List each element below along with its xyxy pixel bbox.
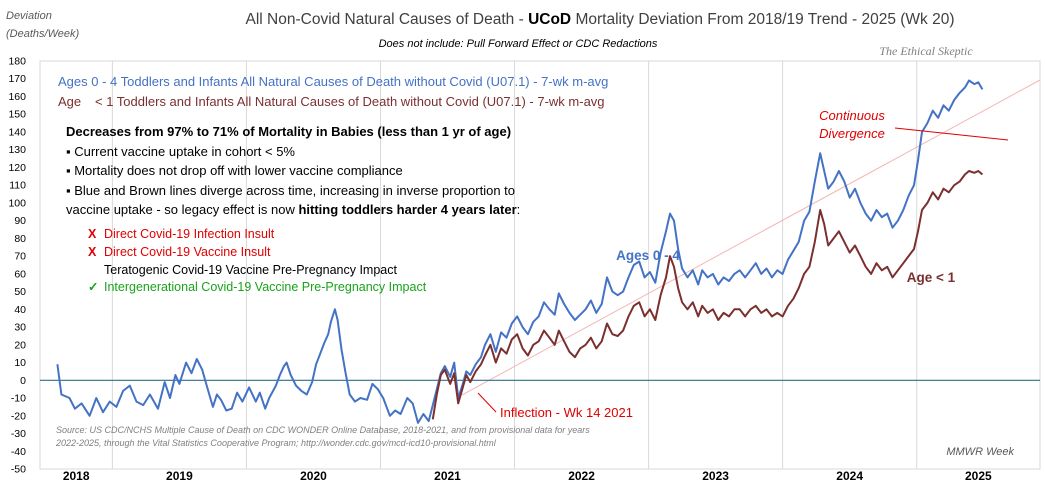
legend-brown-b: < 1 Toddlers and Infants All Natural Cau… — [95, 94, 605, 109]
title-bold: UCoD — [528, 11, 571, 28]
notes-box: Decreases from 97% to 71% of Mortality i… — [66, 122, 606, 220]
y-tick-label: -10 — [11, 393, 26, 405]
y-tick-label: -40 — [11, 446, 26, 458]
y-tick-label: 10 — [14, 357, 26, 369]
factor-item: Teratogenic Covid-19 Vaccine Pre-Pregnan… — [104, 262, 397, 277]
x-year-labels: 2018 2019 2020 2021 2022 2023 2024 2025 — [63, 469, 992, 483]
y-tick-label: 0 — [20, 375, 26, 387]
series — [56, 79, 984, 424]
factor-item: X Direct Covid-19 Vaccine Insult — [88, 244, 426, 262]
divergence-arrow — [894, 127, 1009, 141]
x-year-label: 2020 — [300, 469, 327, 483]
y-tick-label: 70 — [14, 251, 26, 263]
y-tick-label: 120 — [8, 162, 26, 174]
y-tick-label: 170 — [8, 73, 26, 85]
mmwr-week-label: MMWR Week — [946, 446, 1014, 458]
ages04-label: Ages 0 - 4 — [616, 248, 680, 263]
y-tick-labels: -50 -40 -30 -20 -10 0 10 20 30 40 50 60 70 80 90 100 110… — [8, 56, 26, 476]
legend-blue: Ages 0 - 4 Toddlers and Infants All Natu… — [58, 74, 608, 89]
x-mark-icon: X — [88, 244, 97, 259]
y-tick-label: 150 — [8, 109, 26, 121]
x-year-label: 2018 — [63, 469, 90, 483]
y-tick-label: -50 — [11, 464, 26, 476]
source-line-2: 2022-2025, through the Vital Statistics … — [55, 438, 497, 448]
title-post: Mortality Deviation From 2018/19 Trend -… — [571, 11, 954, 28]
y-tick-label: 80 — [14, 233, 26, 245]
x-year-label: 2021 — [434, 469, 461, 483]
inflection-arrow — [477, 392, 497, 413]
inflection-label: Inflection - Wk 14 2021 — [500, 405, 633, 420]
legend-brown-a: Age — [58, 94, 81, 109]
age1-label: Age < 1 — [907, 270, 956, 285]
x-year-label: 2019 — [166, 469, 193, 483]
notes-bullet-4: vaccine uptake - so legacy effect is now… — [66, 202, 521, 217]
notes-bullet-3: ▪ Blue and Brown lines diverge across ti… — [66, 182, 516, 198]
x-year-label: 2022 — [568, 469, 595, 483]
y-tick-label: 90 — [14, 215, 26, 227]
factor-item: X Direct Covid-19 Infection Insult — [88, 226, 426, 244]
source-line-1: Source: US CDC/NCHS Multiple Cause of De… — [56, 425, 590, 435]
series-age-under-1 — [431, 170, 984, 420]
chart-subtitle: Does not include: Pull Forward Effect or… — [379, 38, 658, 50]
divergence-label: Divergence — [819, 126, 885, 141]
plot-frame — [39, 60, 1041, 470]
continuous-label: Continuous — [819, 108, 885, 123]
check-mark-icon: ✓ — [88, 280, 99, 295]
factor-item: ✓ Intergenerational Covid-19 Vaccine Pre-… — [88, 279, 426, 297]
x-year-label: 2023 — [702, 469, 729, 483]
legend-brown: Age < 1 Toddlers and Infants All Natural … — [58, 94, 605, 109]
title-pre: All Non-Covid Natural Causes of Death - — [246, 11, 529, 28]
y-tick-label: 20 — [14, 339, 26, 351]
y-tick-label: 40 — [14, 304, 26, 316]
x-mark-icon: X — [88, 227, 97, 241]
watermark: The Ethical Skeptic — [879, 44, 973, 58]
y-tick-label: -20 — [11, 410, 26, 422]
y-tick-label: 130 — [8, 144, 26, 156]
notes-bullet-1: ▪ Current vaccine uptake in cohort < 5% — [66, 143, 295, 159]
x-year-label: 2025 — [965, 469, 992, 483]
y-axis-title-1: Deviation — [6, 10, 52, 22]
series-ages-0-4 — [56, 79, 984, 424]
y-tick-label: 100 — [8, 197, 26, 209]
notes-heading: Decreases from 97% to 71% of Mortality i… — [66, 124, 512, 139]
grid — [39, 60, 1041, 470]
y-tick-label: 140 — [8, 126, 26, 138]
y-tick-label: 110 — [9, 180, 26, 192]
y-tick-label: 30 — [14, 322, 26, 334]
y-tick-label: 160 — [8, 91, 26, 103]
y-axis-title-2: (Deaths/Week) — [6, 28, 79, 40]
x-year-label: 2024 — [836, 469, 863, 483]
trend-line — [461, 79, 1041, 396]
y-tick-label: -30 — [11, 428, 26, 440]
factor-list: X Direct Covid-19 Infection Insult X Direc… — [88, 226, 426, 297]
y-tick-label: 180 — [8, 56, 26, 68]
chart-title: All Non-Covid Natural Causes of Death - … — [246, 11, 955, 28]
notes-bullet-2: ▪ Mortality does not drop off with lower… — [66, 163, 403, 178]
y-tick-label: 50 — [14, 286, 26, 298]
y-tick-label: 60 — [14, 268, 26, 280]
